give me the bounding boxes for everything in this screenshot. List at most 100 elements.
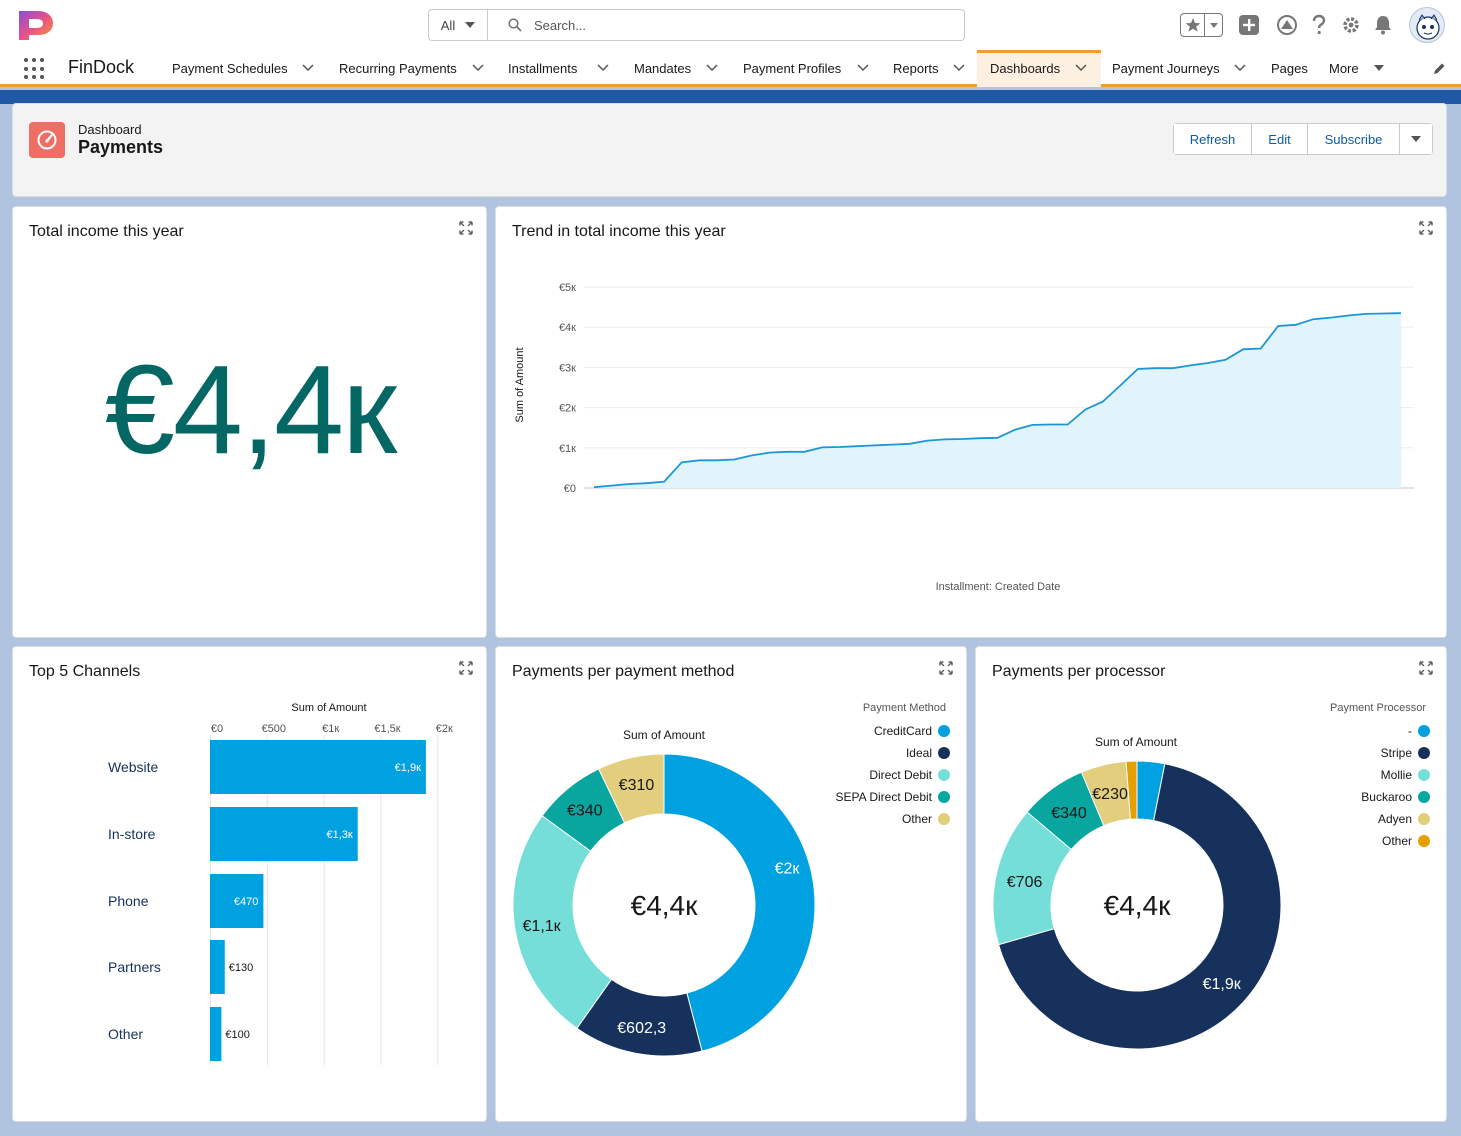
favorites-dropdown-icon[interactable] <box>1205 14 1222 36</box>
chevron-down-icon[interactable] <box>597 64 609 72</box>
caret-down-icon <box>1411 136 1421 142</box>
more-actions-button[interactable] <box>1400 124 1432 154</box>
slice-data-label: €1,1к <box>523 918 562 935</box>
x-axis-label: Installment: Created Date <box>936 581 1061 593</box>
chevron-down-icon[interactable] <box>706 64 718 72</box>
donut-slice <box>1125 760 1138 820</box>
nav-tab-label: Recurring Payments <box>339 61 457 76</box>
nav-tab-mandates[interactable]: Mandates <box>634 50 691 87</box>
dashboard-actions: Refresh Edit Subscribe <box>1173 123 1433 155</box>
y-tick-label: €3к <box>559 362 576 374</box>
trailhead-icon[interactable] <box>1275 13 1299 37</box>
nav-tab-label: Dashboards <box>990 61 1061 76</box>
search-scope-select[interactable]: All <box>429 10 488 40</box>
edit-nav-pencil-icon[interactable] <box>1432 62 1446 76</box>
subscribe-button[interactable]: Subscribe <box>1308 124 1400 154</box>
chevron-down-icon[interactable] <box>953 64 965 72</box>
findock-logo-icon[interactable] <box>16 7 56 43</box>
donut-center-value: €4,4к <box>1104 890 1171 921</box>
bar-data-label: €1,9к <box>395 762 421 774</box>
x-tick-label: €2к <box>436 723 453 735</box>
legend-swatch <box>1418 769 1430 781</box>
slice-data-label: €230 <box>1092 786 1128 803</box>
slice-data-label: €340 <box>1051 805 1087 822</box>
nav-tab-payment-profiles[interactable]: Payment Profiles <box>743 50 841 87</box>
donut-subtitle: Sum of Amount <box>1095 735 1178 749</box>
legend-item-label: Buckaroo <box>1361 790 1412 804</box>
y-axis-label: Sum of Amount <box>514 347 526 422</box>
widget-total-income: Total income this year €4,4к <box>12 206 487 638</box>
expand-icon[interactable] <box>459 221 473 235</box>
trend-area-chart: €0 €1к €2к €3к €4к €5к Sum of Amount Installmen… <box>514 282 1414 593</box>
legend-swatch <box>938 813 950 825</box>
dashboard-gauge-icon <box>29 122 65 158</box>
y-tick-label: €4к <box>559 322 576 334</box>
expand-icon[interactable] <box>939 661 953 675</box>
caret-down-icon <box>465 22 476 28</box>
user-avatar[interactable] <box>1409 7 1445 43</box>
processor-donut-chart: Sum of Amount €1,9к €706 €340 €230 €4,4к Payme… <box>992 702 1430 1050</box>
nav-tab-label: Pages <box>1271 61 1308 76</box>
dashboard-header: Dashboard Payments Refresh Edit Subscrib… <box>12 103 1447 197</box>
nav-tab-label: Payment Schedules <box>172 61 288 76</box>
chevron-down-icon[interactable] <box>857 64 869 72</box>
nav-tab-recurring-payments[interactable]: Recurring Payments <box>339 50 457 87</box>
x-axis-label: Sum of Amount <box>291 702 366 714</box>
app-name: FinDock <box>68 57 135 77</box>
bar-data-label: €130 <box>229 962 253 974</box>
nav-tab-label: Payment Journeys <box>1112 61 1220 76</box>
nav-tab-installments[interactable]: Installments <box>508 50 577 87</box>
global-create-icon[interactable] <box>1237 13 1261 37</box>
legend-item-label: Other <box>1382 834 1412 848</box>
nav-tab-more[interactable]: More <box>1329 50 1359 87</box>
nav-tab-label: Payment Profiles <box>743 61 842 76</box>
chevron-down-icon[interactable] <box>302 64 314 72</box>
chevron-down-icon[interactable] <box>1075 64 1087 72</box>
nav-tab-reports[interactable]: Reports <box>893 50 939 87</box>
notifications-bell-icon[interactable] <box>1371 13 1395 37</box>
x-tick-label: €1,5к <box>374 723 400 735</box>
nav-tab-dashboards[interactable]: Dashboards <box>990 50 1060 87</box>
donut-slice <box>512 815 613 1030</box>
refresh-button[interactable]: Refresh <box>1174 124 1252 154</box>
bar <box>210 807 358 861</box>
category-label: In-store <box>108 826 156 842</box>
astro-avatar-icon <box>1416 14 1440 40</box>
widget-title: Payments per payment method <box>512 663 735 680</box>
chevron-down-icon[interactable] <box>1234 64 1246 72</box>
more-caret-down-icon[interactable] <box>1374 65 1384 71</box>
widget-title: Top 5 Channels <box>29 663 141 680</box>
search-icon <box>508 18 522 32</box>
favorites-button[interactable] <box>1180 13 1223 37</box>
app-launcher-icon[interactable] <box>24 58 46 80</box>
chevron-down-icon[interactable] <box>472 64 484 72</box>
widget-title: Payments per processor <box>992 663 1166 680</box>
legend-item-label: - <box>1408 724 1412 738</box>
nav-tab-payment-schedules[interactable]: Payment Schedules <box>172 50 288 87</box>
search-box <box>488 10 964 40</box>
nav-tab-payment-journeys[interactable]: Payment Journeys <box>1112 50 1220 87</box>
donut-slice <box>597 753 665 824</box>
nav-tab-pages[interactable]: Pages <box>1271 50 1308 87</box>
dashboard-kicker: Dashboard <box>78 122 142 137</box>
help-icon[interactable] <box>1307 13 1331 37</box>
expand-icon[interactable] <box>1419 661 1433 675</box>
setup-gear-icon[interactable] <box>1339 13 1363 37</box>
legend-swatch <box>1418 835 1430 847</box>
legend-swatch <box>938 747 950 759</box>
donut-slice <box>663 753 816 1052</box>
bar <box>210 740 426 794</box>
bar <box>210 874 264 928</box>
star-icon[interactable] <box>1181 14 1205 36</box>
search-input[interactable] <box>534 17 934 33</box>
global-header: All <box>0 0 1461 50</box>
edit-button[interactable]: Edit <box>1252 124 1308 154</box>
y-tick-label: €5к <box>559 282 576 294</box>
expand-icon[interactable] <box>459 661 473 675</box>
branding-banner <box>0 90 1461 104</box>
channels-bar-chart: Sum of Amount €0 €500 €1к €1,5к €2к Website €1,… <box>108 702 453 1065</box>
expand-icon[interactable] <box>1419 221 1433 235</box>
legend-swatch <box>1418 791 1430 803</box>
bar <box>210 1007 222 1061</box>
nav-tab-label: Mandates <box>634 61 692 76</box>
